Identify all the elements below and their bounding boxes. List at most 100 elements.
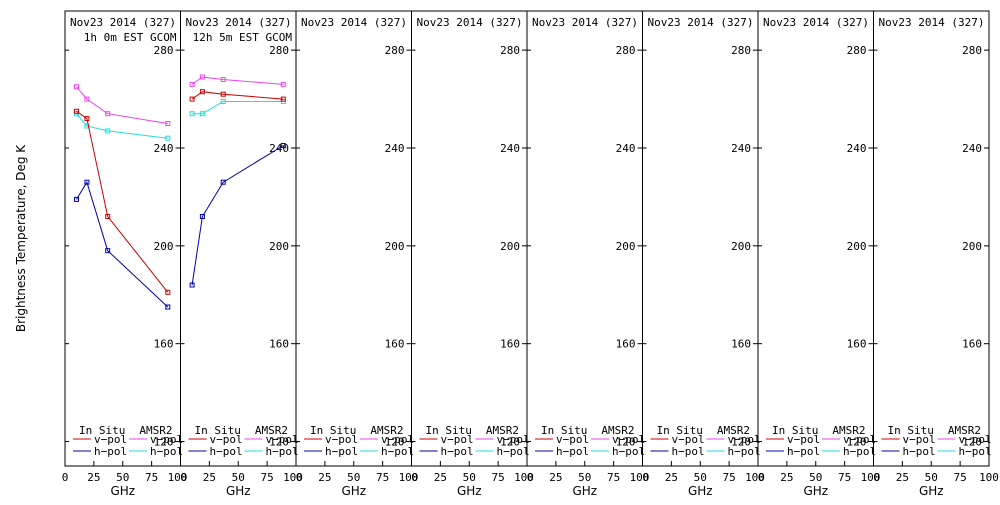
panel-8-legend-amsr2-header: AMSR2 xyxy=(948,424,981,437)
panel-2-title: Nov23 2014 (327) xyxy=(186,16,292,29)
panel-8-legend-label-insitu_h: h−pol xyxy=(903,445,936,458)
panel-5-ytick-label: 200 xyxy=(616,240,636,253)
panel-8-xtick-label: 100 xyxy=(979,471,999,484)
panel-8-ytick-label: 200 xyxy=(962,240,982,253)
panel-1-xtick-label: 100 xyxy=(168,471,188,484)
panel-3-ytick-label: 120 xyxy=(385,436,405,449)
panel-8-legend-label-amsr2_h: h−pol xyxy=(959,445,992,458)
panel-7-ytick-label: 160 xyxy=(847,338,867,351)
panel-6-ytick-label: 120 xyxy=(731,436,751,449)
panel-5-legend-label-amsr2_h: h−pol xyxy=(612,445,645,458)
panel-7-xtick-label: 75 xyxy=(838,471,851,484)
panel-1-xtick-label: 75 xyxy=(145,471,158,484)
panel-1-point-amsr2_h xyxy=(105,128,111,134)
panel-4-xtick-label: 0 xyxy=(411,471,418,484)
panel-5-x-axis-title: GHz xyxy=(572,484,597,498)
panel-2-point-amsr2_h xyxy=(189,111,195,117)
panel-1-frame xyxy=(64,10,181,467)
panel-8-legend-label-amsr2_v: v−pol xyxy=(959,433,992,446)
panel-2-point-insitu_h xyxy=(189,282,195,288)
panel-5-ytick-label: 120 xyxy=(616,436,636,449)
panel-5-legend-insitu-header: In Situ xyxy=(541,424,587,437)
panel-2-point-insitu_v xyxy=(280,96,286,102)
panel-8-ytick-label: 160 xyxy=(962,338,982,351)
panel-7-legend-label-insitu_v: v−pol xyxy=(787,433,820,446)
panel-4-ytick-label: 240 xyxy=(500,142,520,155)
panel-2-xtick-label: 25 xyxy=(203,471,216,484)
panel-6-frame xyxy=(642,10,759,467)
panel-1-point-insitu_h xyxy=(165,304,171,310)
panel-4-xtick-label: 25 xyxy=(434,471,447,484)
panel-8-ytick-label: 120 xyxy=(962,436,982,449)
panel-2-point-amsr2_v xyxy=(199,74,205,80)
panel-7-legend-amsr2-header: AMSR2 xyxy=(832,424,865,437)
panel-1-ytick-label: 200 xyxy=(154,240,174,253)
panel-8-legend-insitu-header: In Situ xyxy=(888,424,934,437)
panel-6-xtick-label: 25 xyxy=(665,471,678,484)
panel-2-point-insitu_v xyxy=(189,96,195,102)
panel-1-xtick-label: 25 xyxy=(87,471,100,484)
panel-8-x-axis-title: GHz xyxy=(919,484,944,498)
panel-6-xtick-label: 50 xyxy=(694,471,707,484)
panel-3-legend-label-insitu_h: h−pol xyxy=(325,445,358,458)
panel-7-ytick-label: 200 xyxy=(847,240,867,253)
panel-1-ytick-label: 160 xyxy=(154,338,174,351)
panel-2-ytick-label: 120 xyxy=(269,436,289,449)
panel-2-point-amsr2_h xyxy=(199,111,205,117)
panel-7-xtick-label: 100 xyxy=(861,471,881,484)
panel-1-series-insitu_v xyxy=(76,110,169,293)
panel-2-series-insitu_h xyxy=(191,145,284,286)
panel-4-xtick-label: 50 xyxy=(463,471,476,484)
panel-2-ytick-label: 280 xyxy=(269,44,289,57)
panel-8-legend-label-insitu_v: v−pol xyxy=(903,433,936,446)
panel-1-xtick-label: 0 xyxy=(62,471,69,484)
panel-8-title: Nov23 2014 (327) xyxy=(879,16,985,29)
panel-6-legend-label-insitu_h: h−pol xyxy=(672,445,705,458)
panel-6-ytick-label: 160 xyxy=(731,338,751,351)
panel-6-xtick-label: 100 xyxy=(745,471,765,484)
panel-3-legend-label-amsr2_v: v−pol xyxy=(381,433,414,446)
panel-1-xtick-label: 50 xyxy=(116,471,129,484)
panel-4-legend-label-amsr2_h: h−pol xyxy=(497,445,530,458)
panel-4-xtick-label: 100 xyxy=(514,471,534,484)
panel-7-ytick-label: 240 xyxy=(847,142,867,155)
panel-6-legend-label-amsr2_v: v−pol xyxy=(728,433,761,446)
panel-3-xtick-label: 50 xyxy=(347,471,360,484)
panel-7-legend-label-amsr2_v: v−pol xyxy=(843,433,876,446)
panel-7-xtick-label: 0 xyxy=(758,471,765,484)
panel-1-subtitle: 1h 0m EST GCOM xyxy=(84,31,177,44)
panel-6-legend-amsr2-header: AMSR2 xyxy=(717,424,750,437)
panel-7-legend-label-insitu_h: h−pol xyxy=(787,445,820,458)
panel-6-legend-label-insitu_v: v−pol xyxy=(672,433,705,446)
panel-1-legend-label-amsr2_v: v−pol xyxy=(150,433,183,446)
panel-7-legend-insitu-header: In Situ xyxy=(772,424,818,437)
panel-5-legend-amsr2-header: AMSR2 xyxy=(601,424,634,437)
panel-3-ytick-label: 240 xyxy=(385,142,405,155)
panel-5-xtick-label: 100 xyxy=(630,471,650,484)
panel-1-point-amsr2_v xyxy=(84,96,90,102)
panel-7-ytick-label: 280 xyxy=(847,44,867,57)
panel-2-point-amsr2_h xyxy=(220,99,226,104)
panel-3-x-axis-title: GHz xyxy=(341,484,366,498)
panel-5-ytick-label: 280 xyxy=(616,44,636,57)
panel-1-legend-label-insitu_v: v−pol xyxy=(94,433,127,446)
panel-4-title: Nov23 2014 (327) xyxy=(417,16,523,29)
panel-8-xtick-label: 0 xyxy=(873,471,880,484)
panel-2-xtick-label: 75 xyxy=(261,471,274,484)
panel-5-legend-label-amsr2_v: v−pol xyxy=(612,433,645,446)
panel-4-ytick-label: 160 xyxy=(500,338,520,351)
panel-4-legend-amsr2-header: AMSR2 xyxy=(486,424,519,437)
panel-6-ytick-label: 280 xyxy=(731,44,751,57)
panel-6-xtick-label: 75 xyxy=(723,471,736,484)
panel-1-legend-label-insitu_h: h−pol xyxy=(94,445,127,458)
panel-8-xtick-label: 25 xyxy=(896,471,909,484)
panel-1-series-amsr2_v xyxy=(76,86,168,124)
panel-3-xtick-label: 0 xyxy=(296,471,303,484)
panel-1-series-insitu_h xyxy=(76,180,169,308)
panel-1-x-axis-title: GHz xyxy=(110,484,135,498)
panel-4-ytick-label: 120 xyxy=(500,436,520,449)
panel-5-xtick-label: 25 xyxy=(549,471,562,484)
panel-1-ytick-label: 120 xyxy=(154,436,174,449)
panel-1-point-amsr2_v xyxy=(165,121,171,126)
